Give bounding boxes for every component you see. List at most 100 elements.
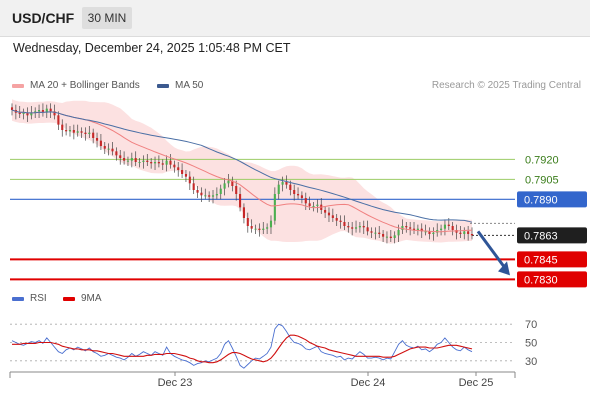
last-price-label: 0.7863 (524, 230, 558, 242)
candle-body (389, 236, 392, 238)
candle-body (339, 220, 342, 222)
candle-body (354, 227, 358, 229)
candle-body (378, 232, 381, 234)
candle-body (41, 110, 44, 113)
support-label: 0.7845 (524, 254, 558, 266)
candle-body (242, 207, 245, 218)
rsi-ma-line (12, 334, 473, 364)
candle-body (123, 158, 126, 161)
candle-body (99, 140, 102, 146)
header-bar: USD/CHF 30 MIN (0, 0, 590, 37)
legend-rsi-ma-label: 9MA (81, 293, 102, 304)
candle-body (49, 108, 52, 112)
candle-body (424, 231, 427, 233)
candle-body (324, 210, 327, 213)
candle-body (10, 107, 14, 110)
candle-body (142, 160, 145, 162)
legend-ma20: MA 20 + Bollinger Bands (12, 80, 140, 91)
candle-body (57, 115, 60, 125)
candle-body (347, 226, 350, 228)
candle-body (401, 226, 404, 230)
candle-body (385, 236, 389, 238)
candle-body (76, 131, 79, 133)
legend-rsi-label: RSI (30, 293, 47, 304)
candle-body (177, 167, 180, 170)
ma20-swatch (12, 83, 24, 88)
x-tick-label: Dec 23 (158, 377, 193, 389)
candle-body (447, 224, 450, 226)
bollinger-bands (12, 99, 472, 244)
forecast-arrow (476, 230, 510, 276)
candle-body (103, 146, 106, 149)
candle-body (258, 228, 261, 230)
candle-body (331, 215, 334, 218)
candle-body (173, 164, 176, 168)
candle-body (34, 111, 37, 113)
candle-body (432, 232, 435, 234)
candle-body (200, 192, 203, 196)
ma50-line (11, 109, 473, 223)
candle-body (68, 130, 72, 132)
candle-body (169, 160, 172, 165)
candle-body (351, 227, 354, 229)
candle-body (312, 206, 315, 207)
rsi-tick-label: 30 (525, 356, 537, 368)
candle-body (374, 232, 377, 234)
rsi-swatch (12, 296, 24, 301)
candle-body (440, 228, 443, 230)
legend-rsi-ma: 9MA (63, 293, 102, 304)
timeframe-badge[interactable]: 30 MIN (82, 7, 132, 29)
candle-body (467, 231, 470, 234)
candle-body (61, 124, 64, 130)
candle-body (184, 174, 188, 177)
candle-body (250, 226, 253, 229)
pivot-label: 0.7890 (524, 194, 558, 206)
candle-body (285, 182, 288, 185)
candle-body (316, 204, 319, 206)
candle-body (84, 132, 87, 134)
candle-body (235, 186, 238, 194)
last-price-bg (517, 227, 587, 244)
candle-body (146, 160, 149, 162)
x-tick-label: Dec 24 (351, 377, 386, 389)
candle-body (80, 131, 83, 133)
legend-rsi: RSI (12, 293, 47, 304)
candle-body (416, 228, 419, 230)
candle-body (223, 183, 226, 189)
candle-body (181, 170, 184, 174)
candle-body (215, 194, 218, 196)
candle-body (231, 180, 234, 186)
forecast-arrow-shaft (476, 230, 508, 271)
pivot-label-bg (517, 191, 587, 208)
candle-body (420, 228, 423, 232)
candle-body (53, 111, 56, 116)
candle-body (308, 203, 311, 206)
candle-body (463, 231, 466, 234)
resistance-label: 0.7905 (525, 174, 559, 186)
x-tick-label: Dec 25 (459, 377, 494, 389)
rsi-panel: 30 50 70 (10, 319, 537, 369)
candle-body (405, 226, 408, 228)
candle-body (196, 190, 199, 193)
candle-body (150, 162, 153, 164)
candle-body (366, 227, 369, 232)
rsi-tick-label: 50 (525, 338, 537, 350)
candle-body (153, 162, 157, 164)
candle-body (161, 163, 164, 165)
candle-body (428, 231, 431, 234)
candle-body (188, 176, 191, 184)
candle-body (273, 194, 276, 221)
support-label-bg (517, 251, 587, 268)
candle-body (18, 112, 21, 114)
candle-body (382, 234, 385, 237)
timestamp: Wednesday, December 24, 2025 1:05:48 PM … (13, 41, 291, 55)
candle-body (134, 158, 137, 162)
candle-body (26, 112, 29, 116)
candle-body (254, 228, 257, 230)
candle-body (38, 110, 41, 112)
candle-body (289, 184, 292, 190)
candles (10, 103, 474, 244)
candle-body (293, 190, 296, 194)
candle-body (266, 227, 269, 229)
